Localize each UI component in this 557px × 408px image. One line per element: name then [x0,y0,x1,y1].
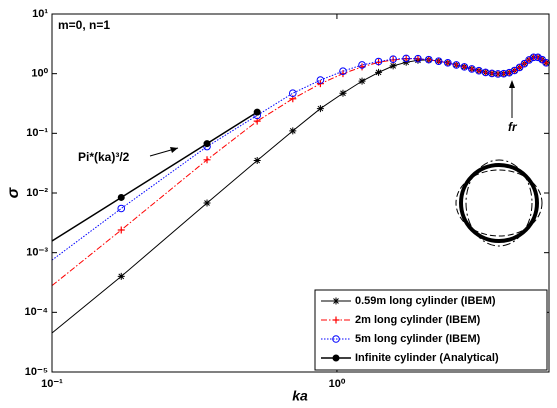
marker [434,57,443,65]
y-tick-label: 10⁻² [26,187,48,199]
y-tick-label: 10⁻³ [26,247,48,259]
marker [253,157,261,165]
marker [117,272,125,280]
marker [374,57,383,66]
marker [444,59,452,67]
legend-marker [332,335,340,343]
marker [529,53,538,62]
marker [375,68,383,76]
legend-label: 0.59m long cylinder (IBEM) [355,295,496,307]
legend: 0.59m long cylinder (IBEM) 2m long cylind… [314,289,548,371]
annotation: fr [508,120,518,134]
marker [444,59,452,67]
legend-marker [332,316,340,324]
y-tick-label: 10⁻⁵ [25,366,48,378]
marker [117,193,125,201]
annotation: m=0, n=1 [58,18,110,32]
y-tick-label: 10⁻⁴ [25,306,48,318]
marker [203,199,211,207]
marker [494,70,502,78]
marker [358,77,366,85]
legend-box [314,289,548,371]
marker [358,61,366,69]
marker [460,63,469,71]
marker [452,61,460,69]
marker [505,68,514,77]
marker [525,56,533,64]
marker [389,55,397,63]
y-tick-label: 10⁰ [31,68,48,80]
x-axis-label: ka [292,388,308,404]
marker [468,65,476,73]
x-tick-label: 10⁻¹ [41,378,63,390]
marker [253,108,261,116]
legend-marker [332,354,340,362]
marker [316,76,325,84]
marker [414,54,422,63]
marker [117,226,125,234]
series-line [52,111,258,242]
y-axis-label: σ [5,186,22,198]
y-tick-label: 10¹ [32,8,48,20]
marker [468,65,476,73]
marker [203,140,211,148]
marker [289,127,297,135]
annotation: Pi*(ka)³/2 [78,150,130,164]
marker [117,204,126,213]
marker [534,53,542,62]
marker [339,67,347,75]
plot-frame [51,13,550,373]
marker [452,61,461,69]
arrow-head [509,80,515,88]
series-line [52,56,547,261]
marker [339,89,347,97]
arrow-head [170,147,178,153]
marker [288,89,297,98]
marker [402,54,410,63]
legend-label: 2m long cylinder (IBEM) [355,314,481,326]
marker [515,63,524,72]
marker [402,58,410,66]
marker [424,55,433,64]
marker [203,156,211,164]
x-tick-label: 10⁰ [329,378,346,390]
marker [316,105,324,113]
legend-label: 5m long cylinder (IBEM) [355,333,481,345]
marker [389,62,397,70]
y-tick-label: 10⁻¹ [26,127,48,139]
marker [520,59,529,68]
marker [488,69,496,78]
mode-shape-icon [455,159,543,247]
legend-label: Infinite cylinder (Analytical) [355,352,499,364]
marker [499,69,508,78]
legend-marker [332,297,340,305]
